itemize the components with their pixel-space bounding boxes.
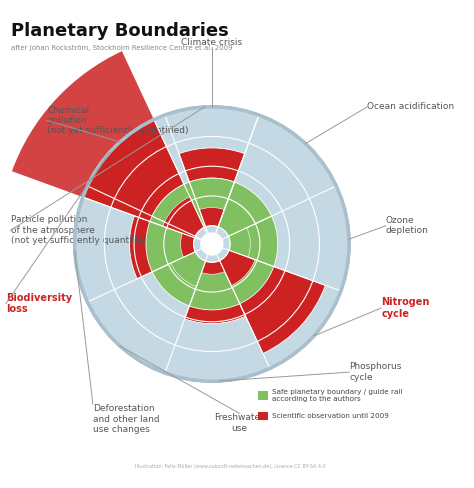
Circle shape [74,107,349,381]
Wedge shape [181,233,195,257]
Text: Chemical
pollution
(not yet sufficiently quantified): Chemical pollution (not yet sufficiently… [47,105,189,135]
Wedge shape [201,261,225,274]
Wedge shape [150,184,204,238]
Wedge shape [228,216,278,266]
Wedge shape [146,222,195,272]
Text: Biodiversity
loss: Biodiversity loss [6,293,72,314]
Text: Scientific observation until 2009: Scientific observation until 2009 [272,413,389,419]
Wedge shape [171,252,206,286]
Wedge shape [218,182,272,236]
Wedge shape [219,250,274,304]
Wedge shape [152,182,206,236]
Wedge shape [228,228,250,257]
Text: Phosphorus
cycle: Phosphorus cycle [349,363,401,382]
Wedge shape [184,178,235,227]
Circle shape [74,107,349,381]
Text: after Johan Rockström, Stockholm Resilience Centre et al. 2009: after Johan Rockström, Stockholm Resilie… [10,45,232,51]
Wedge shape [129,216,195,279]
Text: Deforestation
and other land
use changes: Deforestation and other land use changes [93,404,160,434]
Wedge shape [179,148,245,227]
Wedge shape [218,199,255,236]
Circle shape [201,233,223,255]
Text: Freshwater
use: Freshwater use [214,413,264,433]
Wedge shape [189,261,240,310]
Text: Nitrogen
cycle: Nitrogen cycle [381,297,429,319]
Text: Safe planetary boundary / guide rail
according to the authors: Safe planetary boundary / guide rail acc… [272,389,402,402]
Text: Illustration: Felix Müller (www.zukunft-nebensachen.de), Licence CC BY-SA 4.0: Illustration: Felix Müller (www.zukunft-… [135,464,326,469]
Bar [258,411,268,420]
Text: Climate crisis: Climate crisis [182,38,242,47]
Wedge shape [12,51,212,244]
Wedge shape [189,178,235,227]
Wedge shape [185,261,246,324]
Wedge shape [83,120,204,238]
Text: Ocean acidification: Ocean acidification [367,102,455,111]
Text: Particle pollution
of the atmosphere
(not yet sufficiently quantified): Particle pollution of the atmosphere (no… [10,215,152,245]
Wedge shape [219,250,255,285]
Text: Ozone
depletion: Ozone depletion [386,216,428,235]
Bar [258,391,268,400]
Wedge shape [219,250,325,353]
Wedge shape [152,252,206,306]
Wedge shape [200,207,224,227]
Text: Planetary Boundaries: Planetary Boundaries [10,22,228,40]
Wedge shape [163,197,204,238]
